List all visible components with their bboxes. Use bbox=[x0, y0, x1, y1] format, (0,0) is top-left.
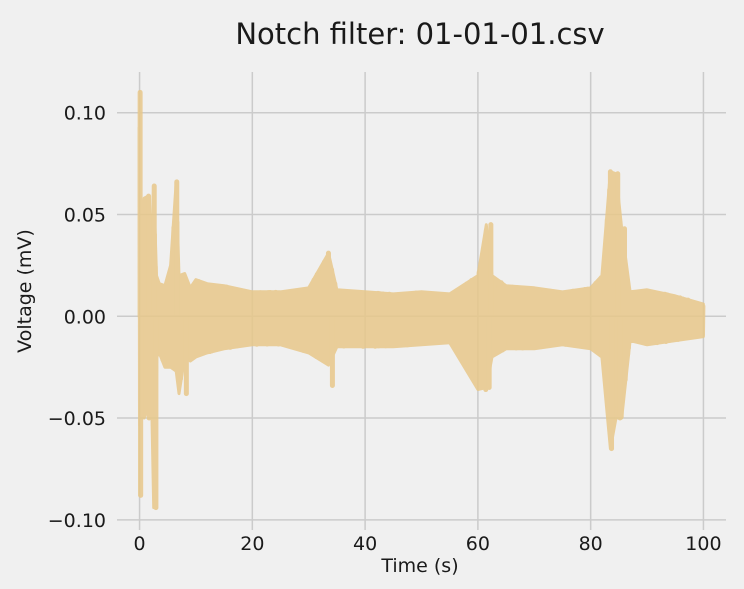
series-layer bbox=[137, 89, 706, 511]
series-line bbox=[137, 89, 706, 511]
x-tick-label: 20 bbox=[240, 533, 264, 555]
x-tick-label: 80 bbox=[579, 533, 603, 555]
x-tick-label: 0 bbox=[134, 533, 146, 555]
x-axis-label: Time (s) bbox=[380, 555, 458, 577]
x-tick-label: 40 bbox=[353, 533, 377, 555]
y-tick-label: 0.05 bbox=[64, 204, 106, 226]
x-tick-label: 100 bbox=[685, 533, 721, 555]
x-tick-label: 60 bbox=[466, 533, 490, 555]
y-tick-label: −0.10 bbox=[48, 510, 106, 532]
y-tick-label: 0.00 bbox=[64, 306, 106, 328]
y-tick-label: −0.05 bbox=[48, 408, 106, 430]
y-axis-label: Voltage (mV) bbox=[14, 229, 36, 353]
x-tick-labels: 0 20 40 60 80 100 bbox=[134, 533, 722, 555]
y-tick-label: 0.10 bbox=[64, 103, 106, 125]
y-tick-labels: −0.10 −0.05 0.00 0.05 0.10 bbox=[48, 103, 106, 532]
chart-title: Notch filter: 01-01-01.csv bbox=[235, 17, 604, 51]
